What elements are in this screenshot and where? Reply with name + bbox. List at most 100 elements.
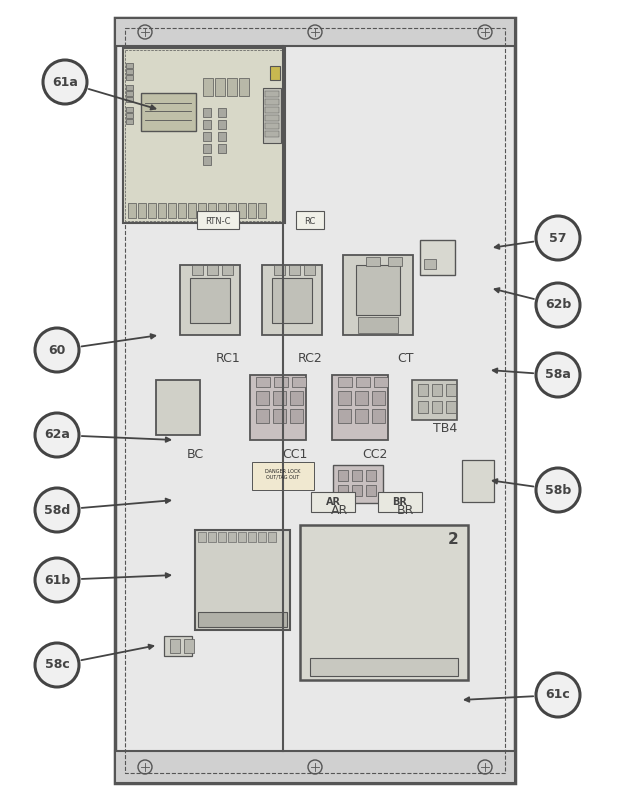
Bar [356, 377, 370, 387]
Bar [358, 317, 398, 333]
Bar [158, 203, 166, 218]
Bar [215, 78, 225, 96]
Bar [125, 50, 283, 221]
Bar [184, 639, 194, 653]
Bar [203, 156, 211, 165]
Text: 62b: 62b [545, 299, 571, 312]
Bar [338, 409, 351, 423]
Bar [126, 69, 133, 74]
Bar [256, 391, 269, 405]
Bar [270, 66, 280, 80]
Text: 2: 2 [448, 533, 458, 548]
Bar [412, 380, 457, 420]
Bar [265, 123, 279, 129]
Bar [115, 751, 515, 783]
Bar [296, 211, 324, 229]
Bar [292, 377, 306, 387]
Bar [188, 203, 196, 218]
Bar [272, 278, 312, 323]
Bar [273, 409, 286, 423]
Bar [258, 532, 266, 542]
Bar [156, 380, 200, 435]
Text: 58b: 58b [545, 484, 571, 497]
Bar [268, 532, 276, 542]
Bar [228, 203, 236, 218]
Bar [238, 532, 246, 542]
Bar [338, 485, 348, 496]
Circle shape [536, 468, 580, 512]
Bar [203, 120, 211, 129]
Bar [290, 391, 303, 405]
Text: CT: CT [397, 352, 414, 364]
Bar [218, 108, 226, 117]
Bar [178, 203, 186, 218]
Text: 61c: 61c [546, 689, 570, 702]
Bar [198, 203, 206, 218]
Bar [141, 93, 196, 131]
Bar [126, 97, 133, 102]
Bar [164, 636, 192, 656]
Bar [168, 203, 176, 218]
Bar [274, 377, 288, 387]
Text: 58d: 58d [44, 504, 70, 517]
Bar [115, 18, 515, 46]
Bar [126, 63, 133, 68]
Bar [218, 532, 226, 542]
Bar [310, 658, 458, 676]
Text: DANGER LOCK
OUT/TAG OUT: DANGER LOCK OUT/TAG OUT [265, 469, 301, 480]
Bar [198, 612, 287, 627]
Circle shape [268, 323, 272, 327]
Bar [265, 99, 279, 105]
Bar [446, 401, 456, 413]
Bar [388, 257, 402, 266]
Bar [208, 203, 216, 218]
Circle shape [401, 589, 417, 605]
Bar [256, 377, 270, 387]
Bar [366, 485, 376, 496]
Bar [304, 265, 315, 275]
Bar [265, 115, 279, 121]
Bar [372, 409, 385, 423]
Bar [289, 265, 300, 275]
Bar [332, 375, 388, 440]
Text: CC2: CC2 [362, 449, 388, 461]
Text: RC2: RC2 [298, 352, 322, 364]
Text: CC1: CC1 [282, 449, 308, 461]
Text: 62a: 62a [44, 429, 70, 441]
Bar [203, 144, 211, 153]
Text: RTN-C: RTN-C [205, 216, 231, 226]
Text: RC: RC [304, 216, 316, 226]
Bar [338, 470, 348, 481]
Bar [203, 132, 211, 141]
Bar [203, 108, 211, 117]
Bar [374, 377, 388, 387]
Bar [420, 240, 455, 275]
Bar [352, 485, 362, 496]
Bar [273, 391, 286, 405]
Bar [250, 375, 306, 440]
Bar [333, 465, 383, 503]
Bar [197, 211, 239, 229]
Circle shape [312, 323, 316, 327]
Bar [218, 120, 226, 129]
Bar [218, 144, 226, 153]
Bar [290, 409, 303, 423]
Circle shape [376, 634, 392, 650]
Bar [311, 492, 355, 512]
Bar [265, 131, 279, 137]
Text: AR: AR [331, 504, 348, 517]
Bar [265, 91, 279, 97]
Bar [126, 113, 133, 118]
Bar [195, 530, 290, 630]
Bar [343, 255, 413, 335]
Circle shape [186, 323, 190, 327]
Text: 61b: 61b [44, 574, 70, 586]
Bar [274, 265, 285, 275]
Circle shape [536, 216, 580, 260]
Text: BR: BR [396, 504, 414, 517]
Bar [252, 462, 314, 490]
Text: BC: BC [187, 449, 203, 461]
Bar [126, 119, 133, 124]
Circle shape [43, 60, 87, 104]
Bar [126, 75, 133, 80]
